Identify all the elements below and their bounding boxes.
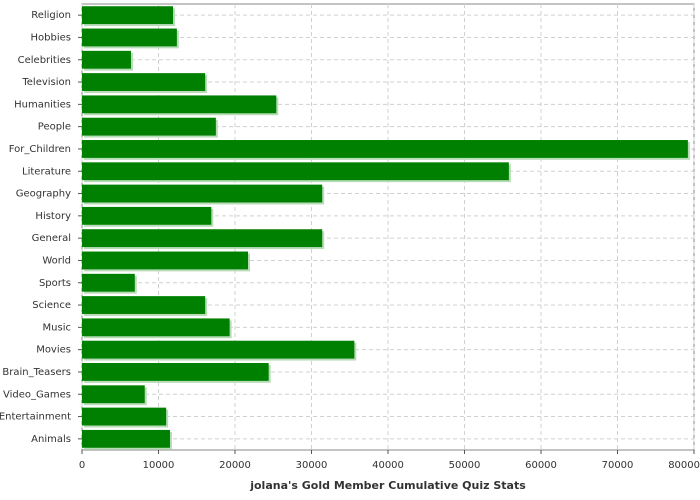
bar [82,162,509,181]
x-tick-label: 70000 [602,460,634,471]
bar [82,140,688,158]
y-tick-label: Religion [31,10,71,21]
y-tick-label: For_Children [9,144,71,155]
x-tick-label: 0 [79,460,85,471]
x-tick-label: 80000 [668,460,700,471]
x-tick-label: 60000 [525,460,557,471]
y-tick-label: Literature [22,166,71,177]
y-tick-label: Humanities [14,99,71,110]
x-tick-label: 40000 [372,460,404,471]
bar [82,429,170,448]
y-tick-label: People [38,122,71,133]
bar [82,273,135,292]
y-tick-label: Video_Games [3,389,71,400]
x-axis-title: jolana's Gold Member Cumulative Quiz Sta… [249,479,526,492]
bar [82,385,145,404]
bar [82,363,269,381]
y-tick-label: Television [21,77,71,88]
y-tick-label: Science [32,300,71,311]
bar [82,117,216,136]
bar [82,6,174,25]
bar [82,28,177,47]
bar [82,206,212,225]
bar [82,407,167,426]
y-tick-label: General [32,233,71,244]
bar [82,318,230,337]
x-tick-label: 30000 [296,460,328,471]
y-tick-label: Entertainment [0,412,71,423]
bar [82,73,206,91]
x-tick-label: 50000 [449,460,481,471]
y-tick-label: Animals [31,434,71,445]
y-tick-label: Brain_Teasers [2,367,71,378]
y-tick-label: Celebrities [18,55,71,66]
x-tick-label: 10000 [143,460,175,471]
y-tick-label: History [35,211,71,222]
y-tick-label: Hobbies [31,32,71,43]
bar [82,184,323,203]
bar [82,229,323,248]
y-tick-label: Geography [16,189,71,200]
y-tick-label: World [42,255,71,266]
bar [82,340,355,359]
y-tick-label: Music [43,322,71,333]
y-tick-label: Movies [36,345,71,356]
y-tick-label: Sports [39,278,71,289]
bar [82,95,277,114]
bar [82,296,206,314]
bar [82,251,249,270]
bar [82,50,131,69]
x-tick-label: 20000 [219,460,251,471]
